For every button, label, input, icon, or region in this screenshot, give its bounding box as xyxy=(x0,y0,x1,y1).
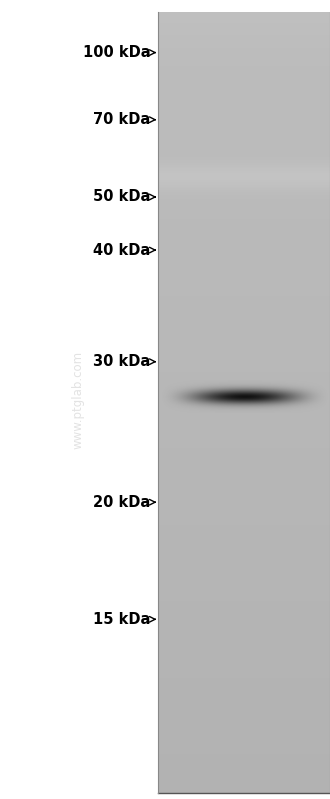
Text: www.ptglab.com: www.ptglab.com xyxy=(71,351,84,448)
Text: 100 kDa: 100 kDa xyxy=(82,45,150,60)
Text: 30 kDa: 30 kDa xyxy=(93,354,150,369)
Text: 50 kDa: 50 kDa xyxy=(93,189,150,205)
Text: 20 kDa: 20 kDa xyxy=(93,495,150,510)
Text: 15 kDa: 15 kDa xyxy=(93,612,150,626)
Text: 40 kDa: 40 kDa xyxy=(93,243,150,257)
Text: 70 kDa: 70 kDa xyxy=(93,112,150,127)
